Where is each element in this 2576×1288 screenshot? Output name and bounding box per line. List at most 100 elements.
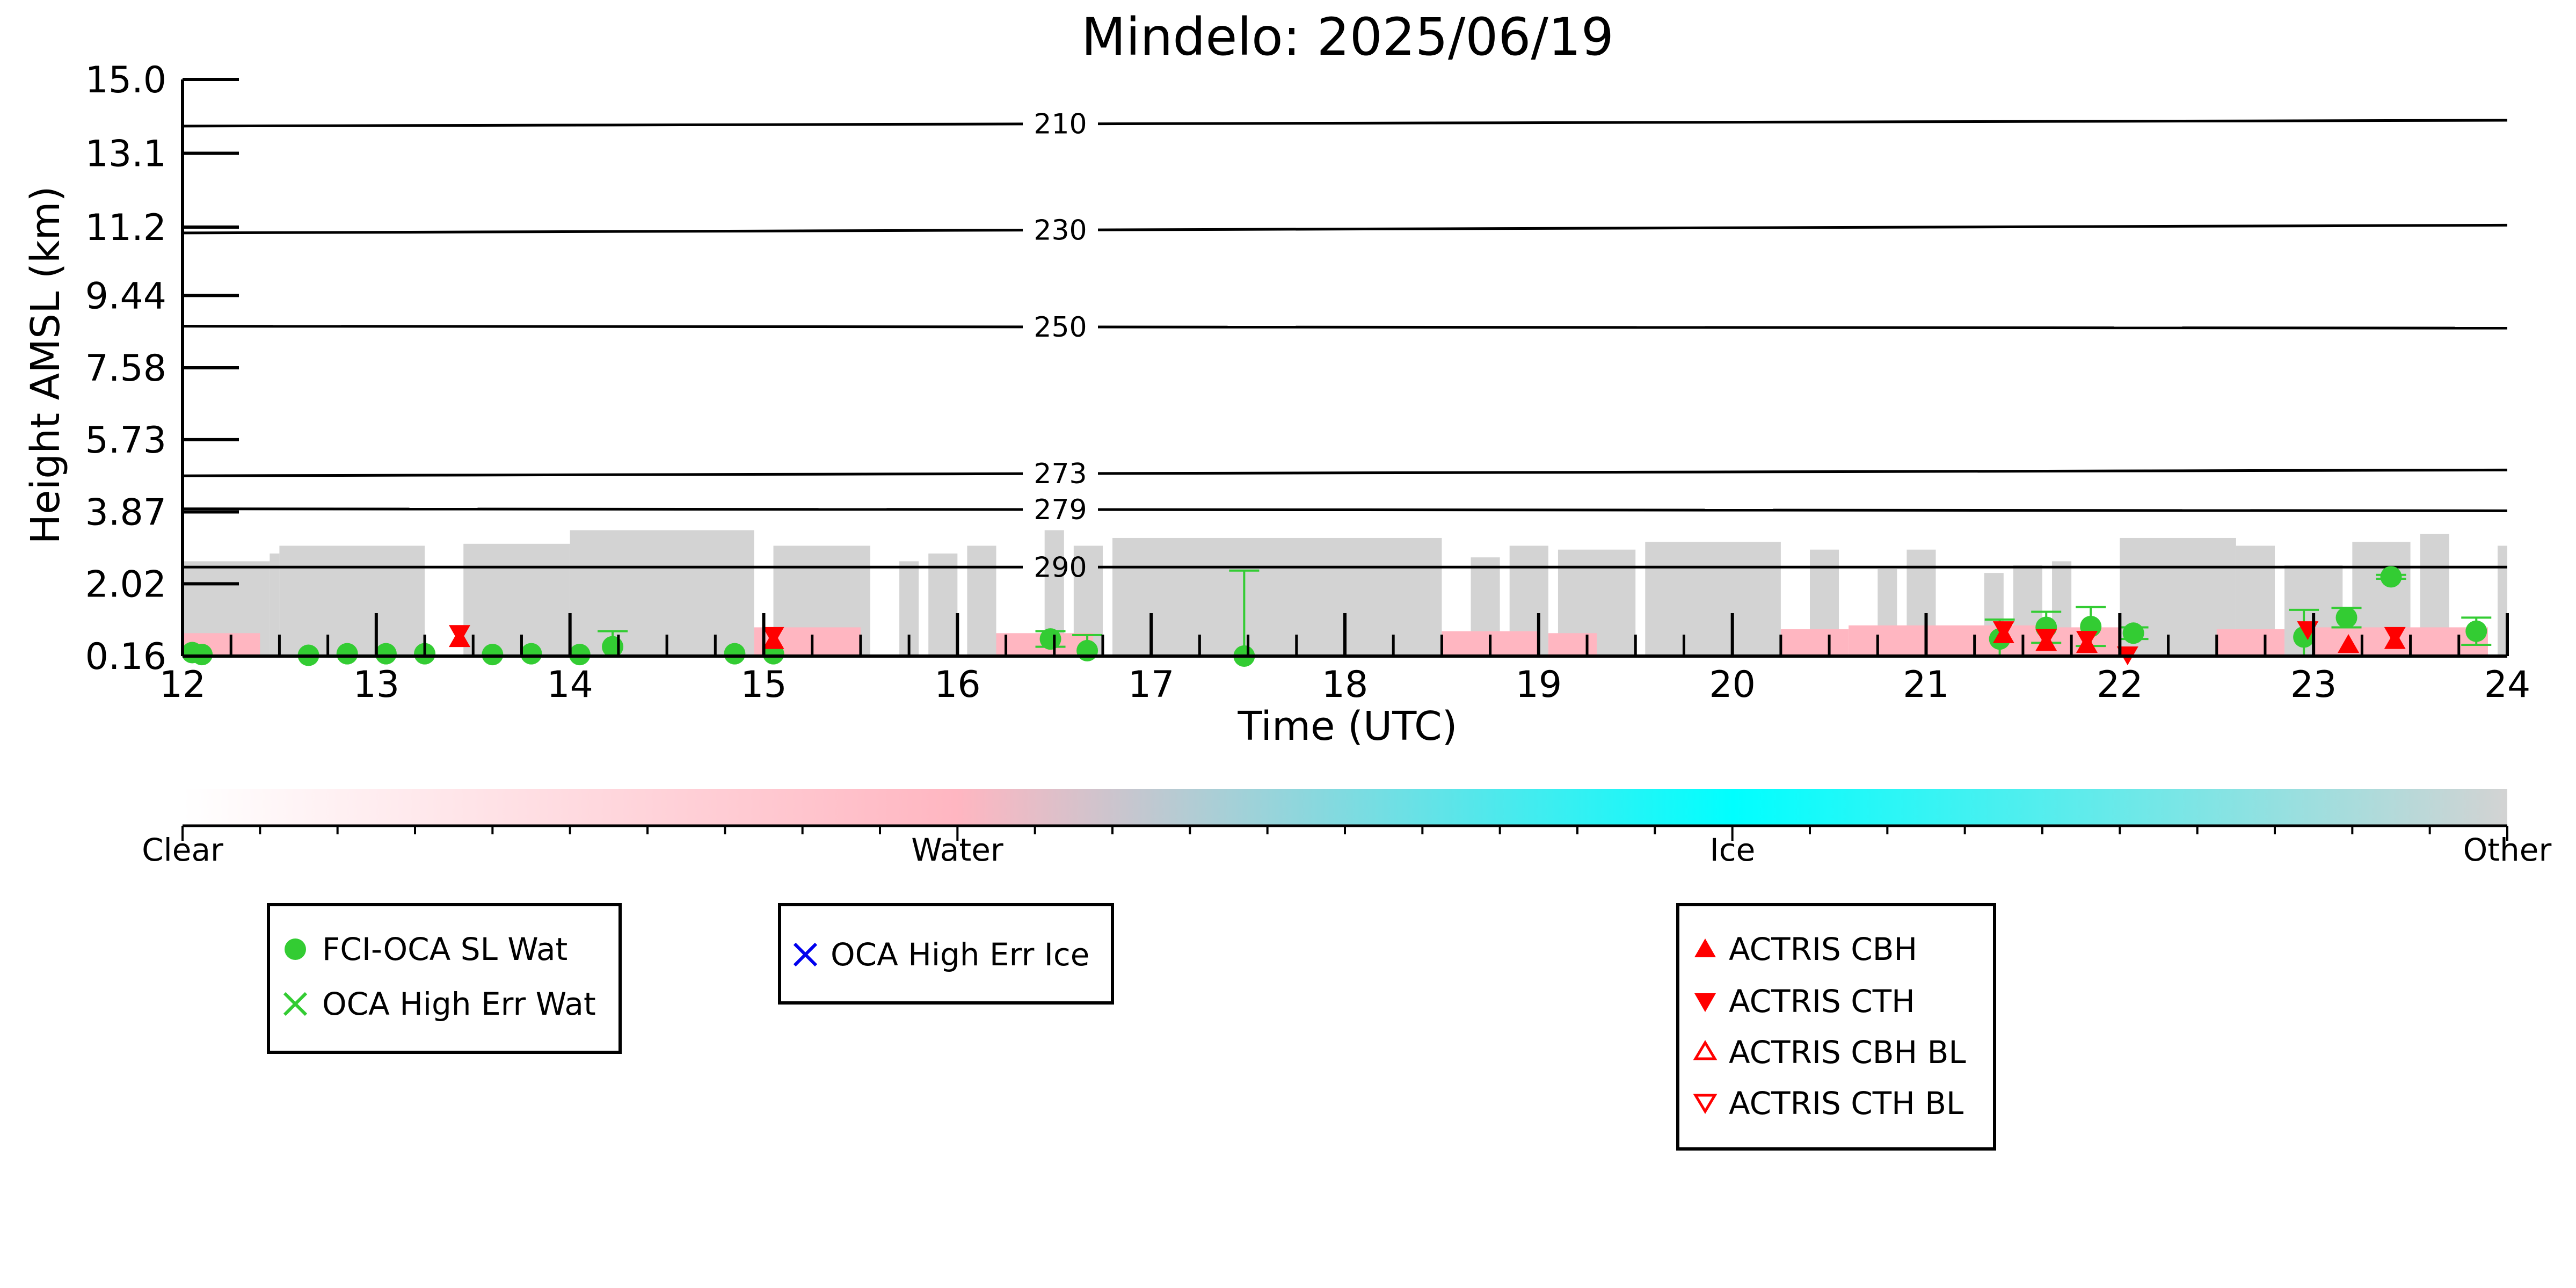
cloud-mask-other-segment [967,545,996,656]
x-axis-label: Time (UTC) [1237,703,1457,749]
legend-label: OCA High Err Ice [831,936,1089,973]
contour-line-left [182,122,1023,128]
y-tick-label: 15.0 [85,59,166,101]
cloud-mask-water-segment [2216,629,2285,656]
actris-cth-point [762,627,784,646]
contour-line-left [182,507,1023,511]
cloud-mask-water-segment [1548,633,1597,656]
oca-water-point [2380,566,2402,588]
temperature-contours: 210 230 250 273 279 290 [182,108,2508,584]
oca-water-point [2335,607,2357,629]
colorbar-gradient [183,789,2507,826]
legend-label: ACTRIS CTH [1729,983,1915,1020]
oca-water-point [724,643,746,665]
x-tick-label: 19 [1516,664,1562,706]
contour-label: 250 [1034,311,1087,344]
y-tick-label: 9.44 [85,275,166,317]
oca-water-point [375,643,397,665]
x-tick-label: 12 [159,664,206,706]
colorbar-label: Water [911,832,1003,868]
x-tick-label: 13 [353,664,400,706]
contour-line-right [1097,325,2508,330]
contour-line-left [182,229,1023,235]
x-tick-label: 20 [1709,664,1756,706]
contour-label: 210 [1034,108,1087,141]
contour-label: 279 [1034,494,1087,526]
x-tick-label: 21 [1903,664,1949,706]
y-tick-label: 13.1 [85,133,166,176]
colorbar-label: Clear [142,832,223,868]
legend-label: OCA High Err Wat [322,986,596,1022]
contour-line-left [182,325,1023,329]
x-tick-label: 17 [1128,664,1175,706]
y-tick-label: 7.58 [85,347,166,390]
oca-water-point [602,636,624,658]
legend-box [267,903,622,1054]
actris-cth-point [2384,627,2406,646]
actris-cth-point [2076,631,2098,650]
x-tick-label: 23 [2290,664,2337,706]
contour-line-right [1097,508,2508,512]
y-tick-label: 5.73 [85,419,166,462]
legends: FCI-OCA SL Wat OCA High Err Wat OCA High E… [267,903,1996,1151]
actris-cth-point [1992,621,2014,641]
legend-marker-oca-high-err-ice [793,942,818,967]
cloud-mask-other-segment [463,543,570,656]
x-tick-label: 24 [2484,664,2531,706]
legend-label: ACTRIS CBH BL [1729,1034,1966,1071]
y-tick-label: 3.87 [85,492,166,534]
legend-marker-actris-cth [1694,993,1716,1012]
legend-marker-actris-cbh [1694,938,1716,957]
legend-marker-oca-water [285,938,306,960]
actris-cth-point [448,625,470,644]
legend-marker-actris-cth-bl [1693,1094,1718,1114]
contour-line-right [1097,223,2508,231]
oca-water-point [2122,622,2144,644]
legend-label: FCI-OCA SL Wat [322,931,567,967]
contour-line-left [182,472,1023,477]
cloud-mask-other-segment [1112,537,1442,656]
contour-label: 230 [1034,214,1087,246]
x-tick-label: 16 [934,664,981,706]
x-stroke [793,942,818,967]
cloud-mask-water-segment [1780,629,1849,656]
contour-line-right [1097,119,2508,126]
y-tick-label: 0.16 [85,636,166,678]
x-tick-label: 15 [740,664,787,706]
legend-box [1676,903,1996,1151]
legend-marker-oca-high-err-wat [283,992,308,1016]
cloud-mask-other-segment [570,530,754,656]
actris-cbh-point [2338,634,2360,653]
chart-title: Mindelo: 2025/06/19 [1081,7,1614,67]
cloud-mask-other-segment [279,545,425,656]
cloud-mask-other-segment [928,553,958,656]
colorbar-label: Ice [1710,832,1756,868]
x-tick-label: 22 [2097,664,2143,706]
colorbar-label: Other [2463,832,2552,868]
y-axis-label: Height AMSL (km) [23,186,69,544]
oca-water-point [1039,628,1061,650]
legend-box [778,903,1114,1005]
oca-water-point [1076,639,1098,661]
cloud-mask-other-segment [2497,545,2507,656]
x-tick-label: 18 [1322,664,1369,706]
contour-line-right [1097,468,2508,475]
legend-marker-actris-cbh-bl [1693,1040,1718,1060]
y-tick-label: 2.02 [85,563,166,606]
contour-label: 273 [1034,458,1087,490]
x-stroke [283,992,308,1016]
cloud-mask-other-segment [270,553,280,656]
y-tick-label: 11.2 [85,207,166,249]
cloud-mask-other-segment [1645,542,1781,656]
contour-label: 290 [1034,551,1087,584]
oca-water-point [520,643,542,665]
oca-water-point [336,643,358,665]
legend-label: ACTRIS CBH [1729,931,1917,967]
legend-label: ACTRIS CTH BL [1729,1085,1963,1122]
axes: 0.16 2.02 3.87 5.73 7.58 9.44 11.2 13.1 15.0 12 13… [85,59,2531,706]
x-tick-label: 14 [547,664,593,706]
colorbar: Clear Water Ice Other [142,789,2551,868]
actris-cth-point [2035,629,2057,648]
oca-water-point [2465,620,2487,642]
